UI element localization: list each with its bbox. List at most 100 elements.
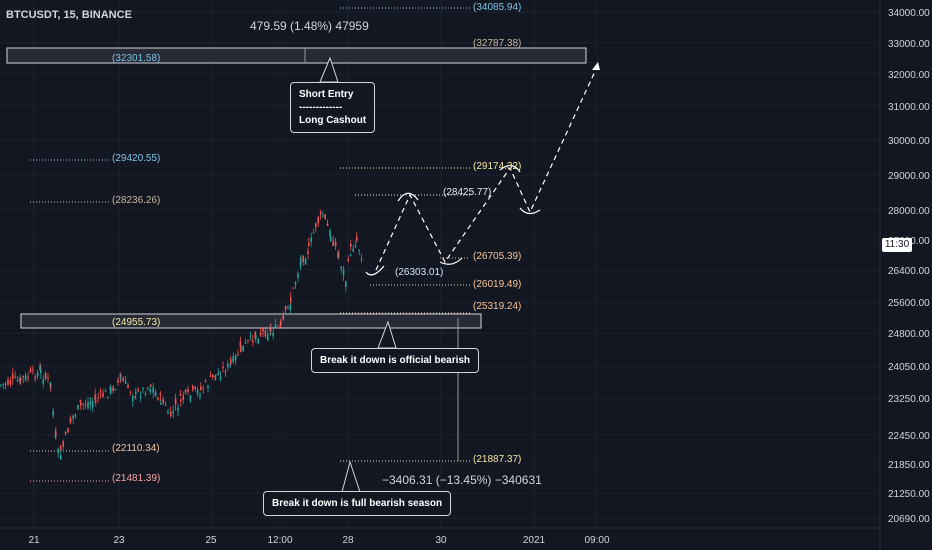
full-bearish-callout[interactable]: Break it down is full bearish season [263, 491, 452, 516]
candle [324, 214, 326, 219]
price-tick-label: 33000.00 [888, 39, 930, 50]
candle [40, 369, 42, 373]
price-tick-label: 34000.00 [888, 8, 930, 19]
candle [154, 391, 157, 397]
candle [70, 418, 72, 420]
level-label: (34085.94) [473, 2, 521, 13]
candle [230, 358, 232, 364]
candle [117, 379, 119, 383]
candle [47, 377, 49, 379]
candle [89, 401, 92, 405]
candle [254, 331, 256, 338]
zone-label: (32301.58) [112, 53, 160, 64]
short-entry-separator: ------------- [299, 102, 343, 113]
candle [199, 394, 201, 397]
candle [319, 212, 322, 215]
candle [259, 332, 262, 336]
candle [52, 410, 54, 416]
candle [312, 232, 315, 234]
candle [144, 393, 147, 395]
candle [182, 395, 184, 400]
level-label: (22110.34) [112, 443, 160, 454]
candle [29, 369, 32, 373]
full-bearish-pointer [341, 460, 361, 493]
candle [300, 258, 302, 264]
current-price-tag: 11:30 [882, 238, 912, 252]
candle [222, 366, 224, 369]
candle [174, 398, 177, 405]
candle [347, 258, 349, 261]
candle [289, 304, 292, 310]
candle [317, 217, 319, 224]
zone-label: (32787.38) [473, 38, 521, 49]
candle [212, 374, 214, 377]
candle [77, 404, 79, 410]
official-bearish-callout[interactable]: Break it down is official bearish [311, 348, 480, 373]
candle [297, 273, 299, 278]
candle [134, 396, 136, 398]
candle [247, 340, 249, 342]
candle [219, 376, 222, 381]
candle [104, 390, 107, 392]
candle [196, 389, 199, 394]
level-label: (28236.26) [112, 195, 160, 206]
candle [184, 389, 187, 393]
candle [2, 383, 4, 385]
candle [249, 335, 252, 337]
candle [119, 373, 122, 379]
candle [326, 223, 329, 226]
candle [97, 397, 99, 399]
candle [280, 320, 282, 325]
candle [215, 374, 217, 376]
candle [302, 255, 304, 262]
candle [244, 342, 247, 344]
candle [135, 391, 137, 395]
candle [64, 432, 67, 434]
candle [127, 384, 129, 388]
candle [39, 366, 41, 370]
candle [79, 400, 82, 403]
time-axis: 21 23 25 12:00 28 30 2021 09:00 [28, 535, 610, 546]
candle [262, 328, 264, 332]
candle [242, 345, 244, 352]
candle [92, 401, 94, 408]
candle [257, 338, 259, 344]
support-zone[interactable] [20, 313, 482, 329]
candle [72, 415, 74, 419]
level-label: (28425.77) [443, 187, 491, 198]
candle [32, 369, 34, 371]
candle [252, 340, 254, 343]
candle [0, 384, 2, 386]
candle [80, 402, 82, 405]
candle [345, 281, 347, 287]
candle [124, 381, 127, 384]
candle [282, 314, 284, 320]
resistance-zone[interactable] [6, 47, 587, 64]
measure-bottom-label: −3406.31 (−13.45%) −340631 [382, 473, 542, 487]
candle [129, 391, 132, 393]
candle [12, 373, 14, 379]
level-label: (26705.39) [473, 251, 521, 262]
candle [44, 373, 47, 379]
candle [232, 356, 234, 363]
price-axis: 34000.00 33000.00 32000.00 31000.00 30000.00… [888, 8, 930, 525]
candle [194, 386, 196, 389]
candle [340, 266, 342, 269]
time-tick-label: 21 [28, 535, 40, 546]
candle [67, 428, 69, 433]
candle [114, 389, 117, 391]
level-label: (26019.49) [473, 279, 521, 290]
short-entry-callout[interactable]: Short Entry ------------- Long Cashout [290, 82, 376, 133]
candle [308, 242, 310, 246]
candle [237, 354, 239, 356]
candle [142, 387, 144, 389]
short-entry-line-2: Long Cashout [299, 115, 367, 126]
forecast-arcs [365, 164, 541, 276]
candle [315, 223, 317, 228]
forecast-arrowhead [592, 62, 600, 70]
candle [147, 387, 149, 389]
candle [200, 386, 202, 390]
candle [107, 396, 109, 398]
candle [332, 240, 334, 246]
price-tick-label: 22450.00 [888, 431, 930, 442]
